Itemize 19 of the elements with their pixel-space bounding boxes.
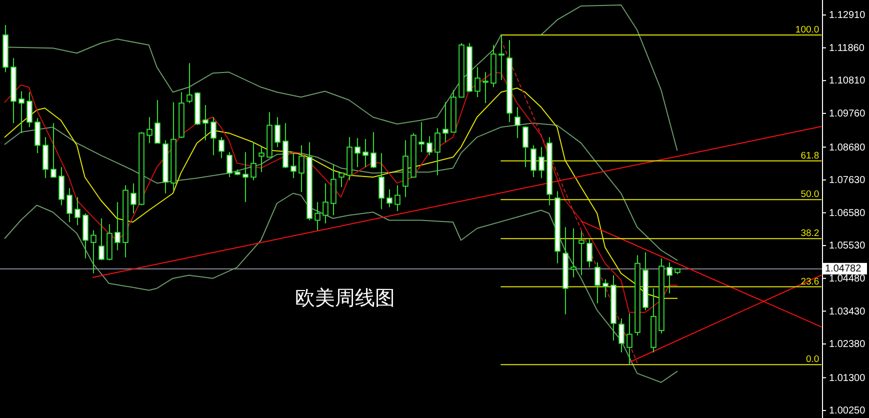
series-label: 100.0 xyxy=(795,24,820,36)
series-label: 38.2 xyxy=(800,228,820,240)
y-tick-label: 1.04480 xyxy=(829,273,866,284)
series-label: 61.8 xyxy=(800,150,820,162)
y-tick-label: 1.09760 xyxy=(829,108,866,120)
series-label: 50.0 xyxy=(800,189,820,200)
y-tick-label: 1.12910 xyxy=(829,10,866,22)
y-tick-label: 1.05530 xyxy=(829,240,866,252)
ref-line-label: 1.04782 xyxy=(825,264,862,275)
y-tick-label: 1.07630 xyxy=(829,175,866,186)
y-tick-label: 1.03430 xyxy=(829,306,866,318)
y-tick-label: 1.06580 xyxy=(829,208,866,219)
y-tick-label: 1.10810 xyxy=(829,76,866,87)
series-label: 0.0 xyxy=(806,354,820,366)
y-tick-label: 1.11860 xyxy=(829,42,865,54)
y-tick-label: 1.08680 xyxy=(829,142,866,154)
y-tick-label: 1.00250 xyxy=(829,406,866,417)
y-tick-label: 1.01300 xyxy=(829,372,866,384)
y-tick-label: 1.02380 xyxy=(829,339,866,350)
